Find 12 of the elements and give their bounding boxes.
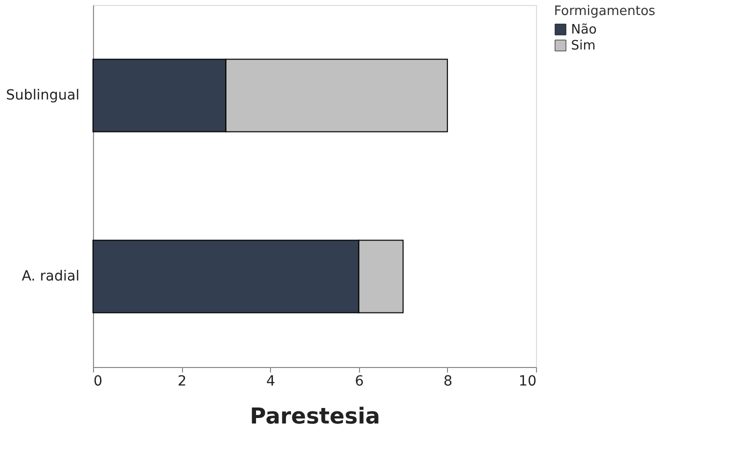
x-tick-label: 0 [94, 374, 102, 390]
legend-label: Sim [571, 38, 596, 54]
y-tick-label: Sublingual [6, 88, 80, 104]
x-tick-label: 8 [443, 374, 452, 390]
x-tick-label: 4 [266, 374, 276, 390]
x-tick-label: 6 [354, 374, 364, 390]
y-tick-label: A. radial [22, 268, 80, 284]
x-tick-label: 2 [178, 374, 187, 390]
legend-title: Formigamentos [554, 4, 656, 19]
x-tick-label: 10 [518, 374, 536, 390]
x-axis-title: Parestesia [250, 404, 380, 430]
legend-label: Não [571, 22, 597, 38]
